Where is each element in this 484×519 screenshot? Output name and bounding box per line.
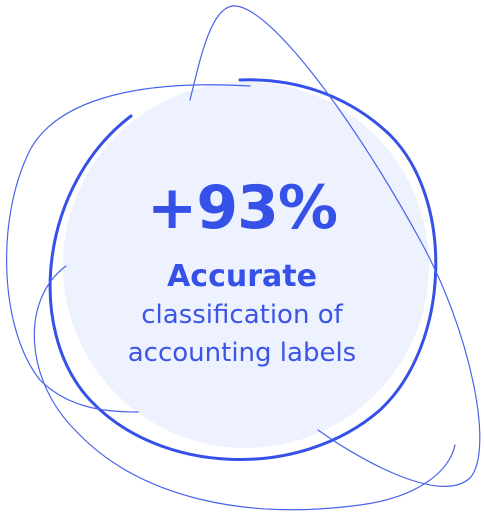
stat-headline: Accurate	[167, 259, 317, 294]
thin-loop-bottom	[33, 265, 456, 511]
stat-value: +93%	[147, 173, 338, 243]
thin-loop-left	[6, 84, 251, 413]
stat-description-line-1: classification of	[141, 300, 343, 330]
main-ring-arc	[48, 78, 438, 462]
thin-loop-top	[189, 5, 481, 487]
highlight-circle	[63, 82, 429, 448]
stat-text-block: +93% Accurate classification of accounti…	[92, 172, 392, 372]
stat-description-line-2: accounting labels	[127, 338, 357, 368]
